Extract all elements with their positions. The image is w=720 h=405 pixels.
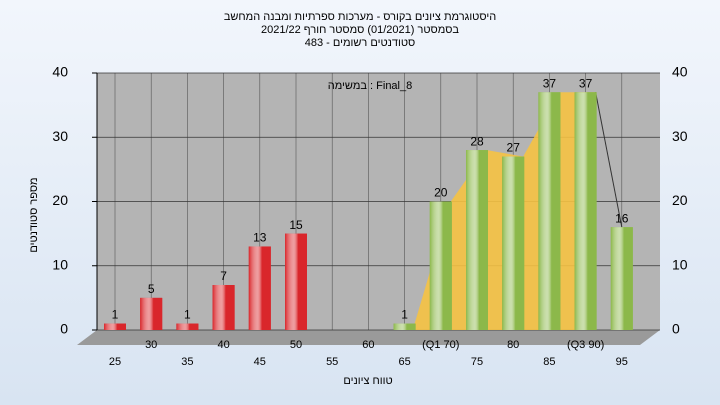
y-tick-label: 40 bbox=[52, 64, 68, 80]
data-label: 1 bbox=[184, 308, 191, 322]
x-tick-label: 35 bbox=[181, 356, 193, 368]
x-tick-label: 65 bbox=[398, 356, 410, 368]
bar-shine bbox=[248, 246, 271, 330]
floor bbox=[77, 330, 660, 345]
data-label: 20 bbox=[434, 186, 448, 200]
x-tick-label: 45 bbox=[254, 356, 266, 368]
data-label: 28 bbox=[470, 134, 484, 148]
y-tick-label: 10 bbox=[52, 256, 68, 272]
trend-line bbox=[595, 92, 623, 228]
data-label: 15 bbox=[289, 218, 303, 232]
annotation: במשימה : Final_8 bbox=[328, 80, 412, 92]
bar-shine bbox=[104, 323, 126, 330]
x-tick-label: 60 bbox=[362, 339, 374, 351]
x-tick-label: 55 bbox=[326, 356, 338, 368]
x-tick-label: 40 bbox=[217, 339, 229, 351]
y-tick-label: 0 bbox=[60, 321, 68, 337]
data-label: 16 bbox=[615, 211, 629, 225]
bar-shine bbox=[429, 201, 452, 330]
x-tick-label: 25 bbox=[109, 356, 121, 368]
y2-tick-label: 10 bbox=[672, 256, 688, 272]
x-tick-label: 95 bbox=[616, 356, 628, 368]
bar-shine bbox=[466, 150, 488, 330]
x-tick-label: (Q3 90) bbox=[567, 339, 604, 351]
x-tick-label: 50 bbox=[290, 339, 302, 351]
bar-shine bbox=[538, 92, 561, 331]
bar-shine bbox=[502, 156, 525, 330]
bar-shine bbox=[140, 297, 163, 330]
chart-subtitle: בסמסטר (01/2021) סמסטר חורף 2021/22 bbox=[261, 24, 459, 36]
bar-shine bbox=[393, 323, 416, 330]
x-tick-label: 85 bbox=[543, 356, 555, 368]
x-tick-label: 30 bbox=[145, 339, 157, 351]
bar-shine bbox=[212, 285, 235, 330]
x-tick-label: 75 bbox=[471, 356, 483, 368]
data-label: 7 bbox=[220, 269, 227, 283]
y-tick-label: 30 bbox=[52, 128, 68, 144]
y2-tick-label: 20 bbox=[672, 192, 688, 208]
chart-note: סטודנטים רשומים - 483 bbox=[305, 37, 416, 49]
y2-tick-label: 0 bbox=[672, 321, 680, 337]
x-tick-label: (Q1 70) bbox=[422, 339, 459, 351]
data-label: 5 bbox=[148, 282, 155, 296]
bar-shine bbox=[176, 323, 199, 330]
data-label: 1 bbox=[401, 308, 408, 322]
y-axis-label: מספר סטודנטים bbox=[28, 177, 40, 252]
y2-tick-label: 40 bbox=[672, 64, 688, 80]
data-label: 13 bbox=[253, 231, 267, 245]
y2-tick-label: 30 bbox=[672, 128, 688, 144]
chart-title: היסטוגרמת ציונים בקורס - מערכות ספרתיות … bbox=[224, 11, 496, 23]
y-tick-label: 20 bbox=[52, 192, 68, 208]
data-label: 27 bbox=[507, 141, 521, 155]
bar-shine bbox=[574, 92, 597, 331]
bar-shine bbox=[285, 233, 307, 330]
x-tick-label: 80 bbox=[507, 339, 519, 351]
x-axis-label: טווח ציונים bbox=[343, 375, 392, 387]
bar-shine bbox=[610, 227, 633, 330]
data-label: 37 bbox=[543, 76, 557, 90]
data-label: 37 bbox=[579, 76, 593, 90]
data-label: 1 bbox=[112, 308, 119, 322]
